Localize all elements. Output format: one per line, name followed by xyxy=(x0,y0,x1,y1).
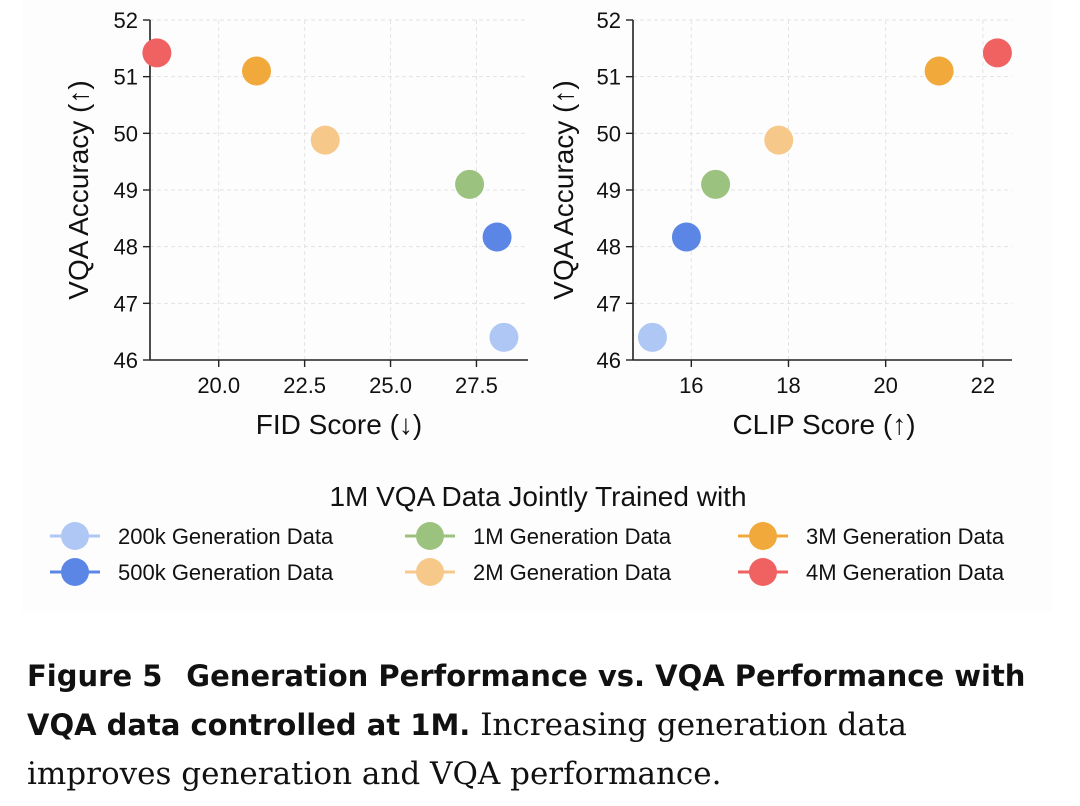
y-tick-label: 48 xyxy=(114,235,138,260)
legend-item: 1M Generation Data xyxy=(405,522,672,550)
y-tick-label: 47 xyxy=(114,291,138,316)
legend-label: 1M Generation Data xyxy=(473,524,672,549)
x-tick-label: 20 xyxy=(873,373,897,398)
data-point xyxy=(242,56,272,86)
legend-item: 4M Generation Data xyxy=(738,558,1005,586)
grid-lines xyxy=(633,19,1012,361)
caption-text: Increasing generation data improves gene… xyxy=(27,707,907,792)
fid-vs-vqa-chart: 46 47 48 49 50 51 52 20.0 22.5 25.0 27.5 FID Score… xyxy=(63,8,528,440)
x-tick-label: 18 xyxy=(776,373,800,398)
data-point xyxy=(142,38,172,68)
figure-charts: 46 47 48 49 50 51 52 20.0 22.5 25.0 27.5 FID Score… xyxy=(50,8,1012,586)
axis-ticks: 46 47 48 49 50 51 52 16 18 20 22 xyxy=(597,8,996,398)
legend-swatch-marker xyxy=(749,558,777,586)
y-tick-label: 49 xyxy=(597,178,621,203)
x-tick-label: 16 xyxy=(679,373,703,398)
y-tick-label: 47 xyxy=(597,291,621,316)
y-tick-label: 52 xyxy=(597,8,621,33)
data-point xyxy=(764,125,794,155)
legend-label: 2M Generation Data xyxy=(473,560,672,585)
legend-swatch-marker xyxy=(749,522,777,550)
legend-item: 200k Generation Data xyxy=(50,522,334,550)
data-point xyxy=(310,125,340,155)
legend-item: 500k Generation Data xyxy=(50,558,334,586)
figure-caption: Figure 5 Generation Performance vs. VQA … xyxy=(27,652,1057,799)
data-point xyxy=(701,169,731,199)
legend-items: 200k Generation Data 500k Generation Data… xyxy=(50,522,1005,586)
x-axis-label: CLIP Score (↑) xyxy=(732,409,915,440)
legend-title: 1M VQA Data Jointly Trained with xyxy=(329,481,746,512)
y-tick-label: 48 xyxy=(597,235,621,260)
y-tick-label: 49 xyxy=(114,178,138,203)
data-point xyxy=(637,322,667,352)
legend-swatch-marker xyxy=(416,558,444,586)
data-point xyxy=(482,222,512,252)
x-tick-label: 25.0 xyxy=(369,373,412,398)
data-point xyxy=(455,169,485,199)
legend-swatch-marker xyxy=(416,522,444,550)
y-tick-label: 51 xyxy=(597,65,621,90)
legend-label: 4M Generation Data xyxy=(806,560,1005,585)
data-point xyxy=(982,38,1012,68)
caption-title: Generation Performance vs. VQA Performan… xyxy=(27,659,1026,742)
x-axis-label: FID Score (↓) xyxy=(256,409,422,440)
data-point xyxy=(924,56,954,86)
y-tick-label: 52 xyxy=(114,8,138,33)
x-tick-label: 27.5 xyxy=(455,373,498,398)
y-tick-label: 50 xyxy=(597,121,621,146)
legend-item: 3M Generation Data xyxy=(738,522,1005,550)
data-points xyxy=(142,38,519,352)
data-points xyxy=(637,38,1012,352)
y-axis-label: VQA Accuracy (↑) xyxy=(63,80,94,299)
legend-swatch-marker xyxy=(61,522,89,550)
data-point xyxy=(671,222,701,252)
legend-item: 2M Generation Data xyxy=(405,558,672,586)
y-tick-label: 46 xyxy=(597,348,621,373)
legend-label: 200k Generation Data xyxy=(118,524,334,549)
y-tick-label: 51 xyxy=(114,65,138,90)
clip-vs-vqa-chart: 46 47 48 49 50 51 52 16 18 20 22 CLIP Score (↑) VQ… xyxy=(548,8,1012,440)
x-tick-label: 20.0 xyxy=(197,373,240,398)
y-tick-label: 46 xyxy=(114,348,138,373)
legend-swatch-marker xyxy=(61,558,89,586)
legend-label: 3M Generation Data xyxy=(806,524,1005,549)
legend-label: 500k Generation Data xyxy=(118,560,334,585)
x-tick-label: 22 xyxy=(971,373,995,398)
x-tick-label: 22.5 xyxy=(283,373,326,398)
y-axis-label: VQA Accuracy (↑) xyxy=(548,80,579,299)
legend: 1M VQA Data Jointly Trained with 200k Ge… xyxy=(50,481,1005,586)
y-tick-label: 50 xyxy=(114,121,138,146)
data-point xyxy=(489,322,519,352)
axis-ticks: 46 47 48 49 50 51 52 20.0 22.5 25.0 27.5 xyxy=(114,8,498,398)
figure-number: Figure 5 xyxy=(27,659,163,693)
figure-panel xyxy=(22,0,1052,612)
